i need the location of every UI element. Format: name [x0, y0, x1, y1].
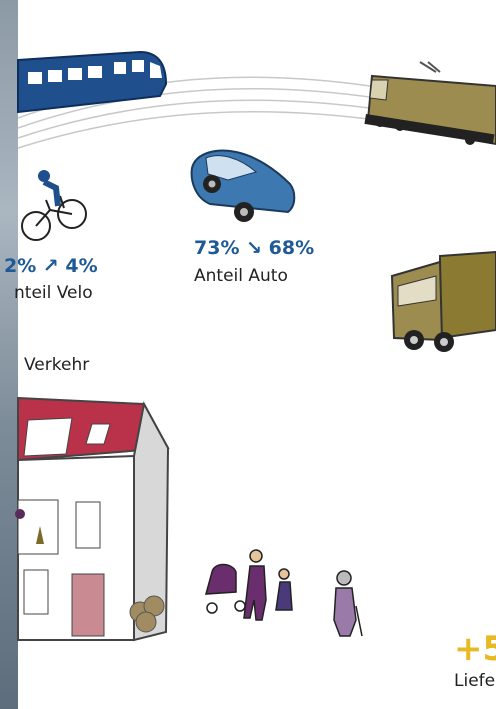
- photo-strip: [0, 0, 18, 709]
- train: [17, 50, 168, 114]
- locomotive: [364, 61, 496, 146]
- cyclist: [21, 170, 87, 241]
- auto-label: Anteil Auto: [194, 266, 288, 286]
- velo-change: 2% ↗ 4%: [4, 255, 98, 277]
- car: [190, 149, 296, 222]
- auto-change: 73% ↘ 68%: [194, 237, 314, 259]
- velo-label: nteil Velo: [14, 283, 93, 303]
- delivery-change: +5: [454, 629, 496, 669]
- traffic-label: Verkehr: [24, 355, 89, 375]
- house: [15, 396, 170, 642]
- people: [204, 549, 363, 637]
- delivery-label: Liefe: [454, 671, 495, 691]
- truck: [390, 250, 496, 352]
